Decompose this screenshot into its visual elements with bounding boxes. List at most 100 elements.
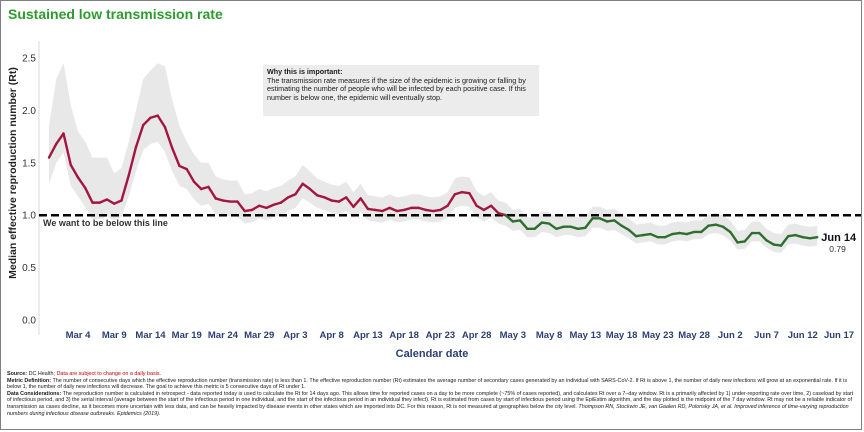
rt-line-segment	[395, 208, 406, 213]
rt-line-segment	[504, 213, 515, 223]
y-tick-label: 1.5	[22, 158, 36, 169]
rt-line-segment	[700, 224, 710, 234]
rt-line-segment	[47, 142, 58, 159]
rt-line-segment	[330, 199, 341, 203]
rt-line-segment	[178, 164, 188, 171]
data-considerations: Data Considerations: The reproduction nu…	[7, 391, 859, 417]
rt-line-segment	[62, 132, 72, 167]
metric-definition: Metric Definition: The number of consecu…	[7, 378, 859, 391]
rt-line-segment	[765, 239, 775, 246]
rt-line-segment	[743, 231, 754, 243]
rt-line-segment	[424, 208, 435, 213]
rt-line-segment	[315, 194, 326, 199]
rt-line-segment	[134, 123, 145, 149]
rt-line-segment	[736, 240, 746, 244]
rt-line-segment	[489, 204, 500, 215]
rt-line-segment	[105, 198, 116, 205]
rt-line-segment	[214, 197, 225, 202]
rt-line-segment	[402, 206, 413, 212]
rt-line-segment	[352, 197, 362, 209]
rt-line-segment	[373, 208, 384, 213]
rt-line-segment	[721, 225, 732, 234]
threshold-label: We want to be below this line	[43, 218, 168, 228]
rt-line-segment	[620, 224, 631, 232]
rt-line-segment	[533, 221, 544, 231]
rt-line-segment	[120, 174, 130, 202]
rt-line-segment	[555, 225, 565, 231]
rt-line-segment	[149, 114, 159, 119]
rt-line-segment	[163, 125, 174, 150]
rt-line-segment	[613, 219, 623, 227]
rt-line-segment	[678, 231, 688, 236]
x-tick-label: Mar 4	[66, 330, 92, 341]
citation: Thompson RN, Stockwin JE, van Gaalen RD,…	[7, 403, 849, 417]
rt-line-segment	[685, 230, 696, 236]
info-callout: Why this is important: The transmission …	[263, 65, 539, 116]
rt-line-segment	[714, 223, 725, 228]
rt-line-segment	[171, 146, 181, 168]
x-tick-label: May 28	[678, 330, 710, 341]
end-value-label: 0.79	[829, 244, 846, 254]
callout-heading: Why this is important:	[267, 67, 343, 76]
y-tick-label: 1.0	[22, 211, 36, 222]
rt-line-segment	[200, 185, 210, 191]
rt-line-segment	[518, 219, 529, 231]
x-tick-label: Apr 8	[320, 330, 344, 341]
x-tick-label: Apr 18	[389, 330, 419, 341]
rt-line-segment	[598, 217, 609, 223]
rt-line-segment	[272, 201, 283, 206]
rt-line-segment	[55, 132, 65, 146]
rt-line-segment	[482, 204, 493, 212]
rt-line-segment	[787, 233, 797, 238]
rt-line-segment	[475, 204, 486, 212]
footer-notes: Source: DC Health; Data are subject to c…	[7, 371, 859, 417]
rt-line-segment	[243, 208, 254, 213]
x-tick-label: Jun 17	[824, 330, 854, 341]
rt-line-segment	[185, 167, 196, 183]
rt-line-segment	[388, 206, 399, 213]
y-axis-title: Median effective reproduction number (Rt…	[7, 67, 19, 279]
rt-line-segment	[772, 243, 783, 247]
x-tick-label: Jun 12	[788, 330, 818, 341]
rt-line-segment	[453, 190, 464, 196]
rt-line-segment	[439, 204, 449, 212]
x-tick-label: May 3	[500, 330, 526, 341]
y-tick-label: 0.5	[22, 263, 36, 274]
x-tick-label: May 18	[606, 330, 638, 341]
metric-text: The number of consecutive days which the…	[7, 377, 848, 391]
x-tick-label: Jun 2	[718, 330, 743, 341]
rt-line-segment	[344, 196, 355, 209]
rt-line-segment	[323, 196, 333, 202]
x-tick-label: Jun 7	[754, 330, 779, 341]
rt-line-segment	[576, 226, 587, 231]
data-label: Data Considerations:	[7, 390, 62, 397]
rt-line-segment	[431, 208, 442, 213]
rt-line-segment	[192, 180, 203, 191]
rt-line-segment	[207, 185, 217, 200]
label-layer: We want to be below this line Jun 140.79	[43, 218, 857, 254]
rt-line-segment	[301, 182, 312, 191]
x-tick-label: Mar 19	[172, 330, 202, 341]
callout-body: The transmission rate measures if the si…	[267, 75, 526, 102]
rt-line-segment	[801, 236, 812, 240]
rt-line-segment	[671, 231, 681, 236]
rt-line-segment	[84, 186, 94, 204]
rt-line-segment	[547, 222, 558, 231]
x-axis-title: Calendar date	[396, 348, 469, 360]
rt-line-segment	[279, 196, 290, 204]
x-tick-label: Mar 9	[102, 330, 127, 341]
rt-line-segment	[257, 204, 268, 210]
page-title: Sustained low transmission rate	[8, 6, 223, 22]
rt-line-segment	[113, 199, 123, 205]
y-tick-label: 2.0	[22, 106, 36, 117]
x-tick-label: May 8	[536, 330, 562, 341]
rt-line-segment	[127, 145, 138, 177]
rt-line-segment	[460, 190, 471, 195]
source-text: DC Health;	[28, 371, 55, 377]
source-label: Source:	[7, 371, 28, 377]
rt-line-segment	[627, 228, 638, 238]
rt-line-segment	[605, 219, 616, 223]
rt-line-segment	[729, 230, 739, 244]
